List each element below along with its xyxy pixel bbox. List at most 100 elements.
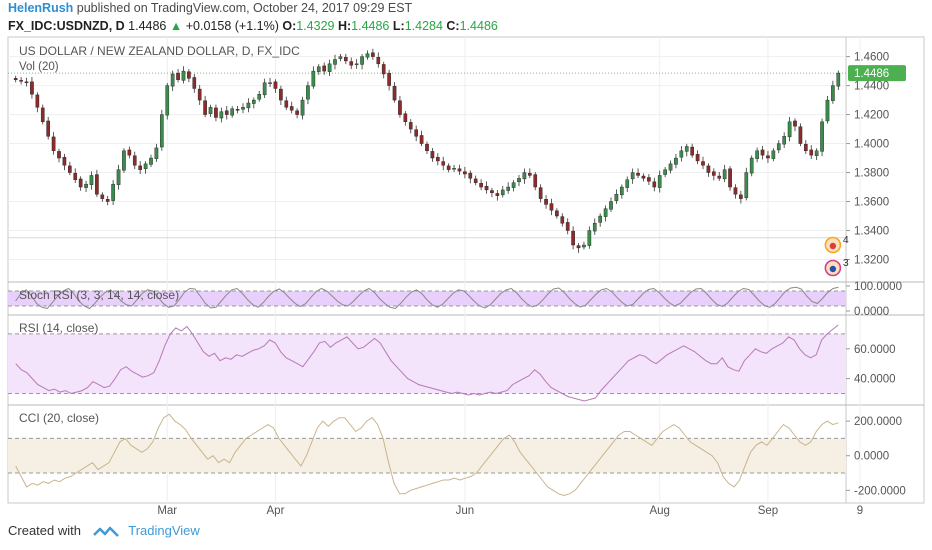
candle-body [408,122,413,130]
candle-body [766,155,770,159]
candle-body [392,85,397,101]
candle-body [371,52,375,57]
candle-body [262,82,267,96]
candle-body [159,114,164,148]
candle-body [836,72,841,87]
candle-body [170,73,175,87]
candle-body [176,72,180,80]
candle-body [414,129,419,137]
candle-body [473,178,478,183]
candle-body [51,136,56,152]
candle-body [208,107,213,114]
candle-body [138,165,143,170]
candle-body [452,167,456,170]
candle-body [749,157,754,174]
candle-body [636,172,640,176]
candle-body [755,150,759,159]
candle-body [533,174,538,188]
x-tick-label: Aug [649,505,669,517]
x-tick-label: Apr [267,505,285,517]
y-tick-label: 1.3600 [854,197,889,209]
candle-body [154,147,159,159]
indicator-band [8,333,846,394]
candle-body [224,110,229,115]
candle-body [165,85,170,116]
candle-body [132,155,137,166]
y-tick-label: 1.3200 [854,255,889,267]
author-link[interactable]: HelenRush [8,1,74,15]
created-with-label: Created with [8,523,81,538]
candle-body [809,149,814,156]
candle-body [241,107,245,110]
candle-body [825,99,830,122]
candle-body [289,106,294,111]
candle-body [19,80,23,82]
candle-body [479,183,483,188]
candle-body [46,120,50,137]
candle-body [630,172,635,180]
candle-body [814,150,819,156]
candle-body [560,216,565,224]
candle-body [446,165,451,170]
candle-body [105,199,110,202]
candle-body [657,175,662,188]
tradingview-link[interactable]: TradingView [128,523,200,538]
cci-title: CCI (20, close) [19,411,99,425]
indicator-line [15,324,839,402]
candle-body [468,172,473,179]
candle-body [571,230,575,246]
candle-body [197,88,202,101]
y-tick-label: 1.3400 [854,226,889,238]
rsi-title: RSI (14, close) [19,321,98,335]
candle-body [78,178,83,188]
candle-body [544,199,548,205]
candle-body [192,77,197,89]
candle-body [40,107,45,123]
candle-body [620,186,624,196]
candle-body [652,181,657,188]
candle-body [235,109,240,111]
candle-body [776,143,781,151]
high-label: H: [337,19,352,33]
candle-body [111,183,115,201]
candle-body [712,171,716,176]
candle-body [771,150,776,159]
indicator-line [15,413,839,497]
candle-body [436,156,440,162]
candle-body [149,157,153,165]
candle-body [592,223,597,232]
candle-body [311,70,316,87]
y-tick-label: -200.0000 [854,485,906,497]
tradingview-logo-icon [92,526,119,537]
candle-body [295,110,299,115]
candle-body [506,186,511,191]
candle-body [739,194,743,199]
stoch-rsi-title: Stoch RSI (3, 3, 14, 14, close) [19,288,179,302]
candle-body [793,120,797,127]
candle-body [327,63,332,72]
candle-body [782,136,786,145]
candle-body [430,151,435,159]
candle-body [246,102,251,109]
candle-body [565,222,570,231]
candle-body [484,185,489,191]
x-tick-label: Jun [456,505,475,517]
candle-body [744,172,749,198]
candle-body [609,201,613,210]
candle-body [684,146,689,152]
candle-body [398,100,402,115]
candle-body [674,157,678,165]
candle-body [257,94,262,100]
low-label: L: [392,19,405,33]
candle-body [203,100,207,115]
candle-body [517,178,521,183]
candle-body [333,59,337,65]
low-value: 1.4284 [404,19,443,33]
candle-body [13,78,18,80]
candle-body [95,174,99,195]
ohlc-line: FX_IDC:USDNZD, D 1.4486 ▲ +0.0158 (+1.1%… [8,19,498,33]
chart-frame [7,36,925,504]
candle-body [528,172,532,176]
event-marker-flag-icon [829,242,837,250]
